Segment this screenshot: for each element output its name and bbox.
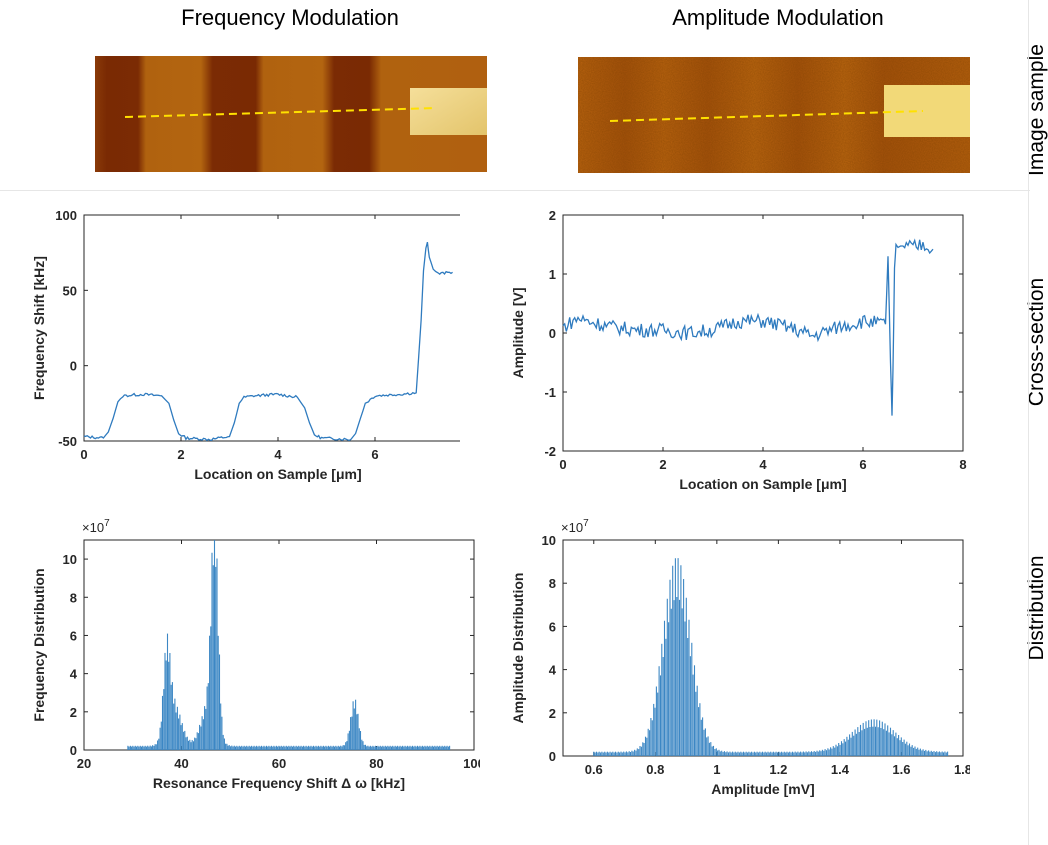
y-multiplier: ×107 <box>82 518 110 535</box>
x-tick-label: 40 <box>174 756 188 771</box>
plot-frame <box>83 539 475 751</box>
y-tick-label: 8 <box>549 576 556 591</box>
x-tick-label: 0.8 <box>646 762 664 777</box>
series-line <box>562 238 934 416</box>
x-tick-label: 20 <box>77 756 91 771</box>
am-cross-section-chart: 0 2 4 6 8 -2 -1 0 1 2 Location on Sample [μm] Ampli… <box>510 208 967 492</box>
y-axis-label: Amplitude Distribution <box>510 573 526 724</box>
x-tick-label: 1.2 <box>769 762 787 777</box>
y-axis-label: Frequency Shift [kHz] <box>31 256 47 400</box>
y-tick-label: 0 <box>70 359 77 374</box>
y-tick-label: 10 <box>542 533 556 548</box>
y-tick-label: 0 <box>549 749 556 764</box>
x-tick-label: 0 <box>559 457 566 472</box>
y-tick-label: -1 <box>544 385 556 400</box>
x-tick-label: 1 <box>713 762 720 777</box>
histogram-bars <box>593 558 949 756</box>
x-tick-label: 60 <box>272 756 286 771</box>
y-tick-label: 0 <box>549 326 556 341</box>
x-tick-label: 2 <box>177 447 184 462</box>
y-tick-label: 4 <box>549 663 557 678</box>
row-divider <box>0 190 1030 191</box>
label-column-divider <box>1028 0 1029 845</box>
y-tick-label: 6 <box>70 628 77 643</box>
plot-frame <box>562 539 964 757</box>
y-tick-label: 8 <box>70 590 77 605</box>
y-tick-label: 2 <box>549 208 556 223</box>
y-tick-label: 50 <box>63 283 77 298</box>
x-axis-label: Location on Sample [μm] <box>679 476 846 492</box>
x-tick-label: 6 <box>859 457 866 472</box>
x-tick-label: 2 <box>659 457 666 472</box>
x-tick-label: 1.6 <box>892 762 910 777</box>
y-axis-label: Amplitude [V] <box>510 288 526 379</box>
am-image-dashed-line <box>609 110 924 122</box>
x-tick-label: 8 <box>959 457 966 472</box>
y-tick-label: 100 <box>55 208 77 223</box>
x-tick-label: 6 <box>371 447 378 462</box>
histogram-bars <box>127 540 451 750</box>
y-axis-label: Frequency Distribution <box>31 568 47 721</box>
x-tick-label: 0.6 <box>585 762 603 777</box>
fm-image-sample <box>95 56 487 172</box>
y-tick-label: 4 <box>70 667 78 682</box>
y-multiplier: ×107 <box>561 518 589 535</box>
fm-distribution-chart: 20 40 60 80 100 0 2 4 6 8 10 Resonance Frequency Sh… <box>31 518 480 791</box>
y-tick-label: -2 <box>544 444 556 459</box>
x-tick-label: 1.8 <box>954 762 970 777</box>
y-tick-label: 6 <box>549 619 556 634</box>
x-tick-label: 1.4 <box>831 762 850 777</box>
title-amplitude-modulation: Amplitude Modulation <box>672 5 884 30</box>
x-tick-label: 4 <box>274 447 282 462</box>
x-tick-label: 4 <box>759 457 767 472</box>
x-axis-label: Location on Sample [μm] <box>194 466 361 482</box>
y-tick-label: 2 <box>70 705 77 720</box>
plot-frame <box>562 214 964 452</box>
fm-image-electrode <box>410 88 487 135</box>
am-distribution-chart: 0.6 0.8 1 1.2 1.4 1.6 1.8 0 2 4 6 8 10 Amplitude [mV]… <box>510 518 970 797</box>
title-frequency-modulation: Frequency Modulation <box>181 5 399 30</box>
am-image-sample <box>578 57 970 173</box>
y-tick-label: 10 <box>63 552 77 567</box>
x-tick-label: 80 <box>369 756 383 771</box>
x-tick-label: 100 <box>463 756 480 771</box>
x-tick-label: 0 <box>80 447 87 462</box>
y-tick-label: 2 <box>549 706 556 721</box>
y-tick-label: 0 <box>70 743 77 758</box>
x-axis-label: Amplitude [mV] <box>711 781 814 797</box>
plot-frame <box>83 214 460 442</box>
series-line <box>83 241 453 442</box>
y-tick-label: 1 <box>549 267 556 282</box>
x-axis-label: Resonance Frequency Shift Δ ω [kHz] <box>153 775 405 791</box>
y-tick-label: -50 <box>58 434 77 449</box>
